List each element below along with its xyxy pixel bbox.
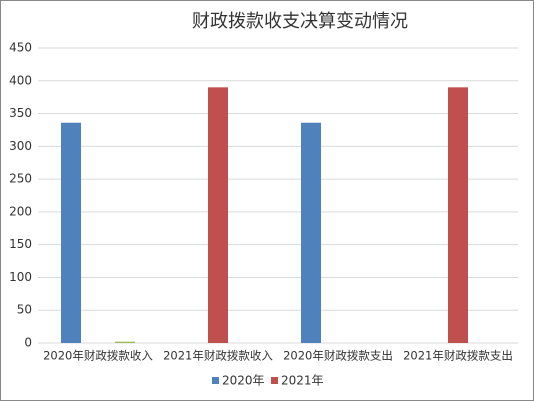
bar <box>448 87 468 343</box>
legend-label: 2020年 <box>222 374 265 388</box>
y-tick-label: 250 <box>9 172 32 186</box>
x-tick-label: 2021年财政拨款支出 <box>403 349 513 363</box>
y-tick-label: 200 <box>9 204 32 218</box>
x-tick-label: 2020年财政拨款支出 <box>283 349 393 363</box>
legend-swatch <box>271 377 278 384</box>
bar <box>61 122 81 343</box>
bar <box>208 87 228 343</box>
y-tick-label: 350 <box>9 106 32 120</box>
bar <box>115 341 135 343</box>
chart-title: 财政拨款收支决算变动情况 <box>192 11 408 32</box>
x-tick-label: 2020年财政拨款收入 <box>43 349 153 363</box>
legend-swatch <box>212 377 219 384</box>
legend-label: 2021年 <box>281 374 324 388</box>
y-tick-label: 300 <box>9 139 32 153</box>
y-tick-label: 0 <box>24 336 32 350</box>
y-tick-label: 450 <box>9 41 32 55</box>
bar <box>301 122 321 343</box>
y-tick-label: 50 <box>17 303 32 317</box>
x-tick-label: 2021年财政拨款收入 <box>163 349 273 363</box>
y-tick-label: 150 <box>9 237 32 251</box>
y-tick-label: 100 <box>9 270 32 284</box>
y-tick-label: 400 <box>9 73 32 87</box>
